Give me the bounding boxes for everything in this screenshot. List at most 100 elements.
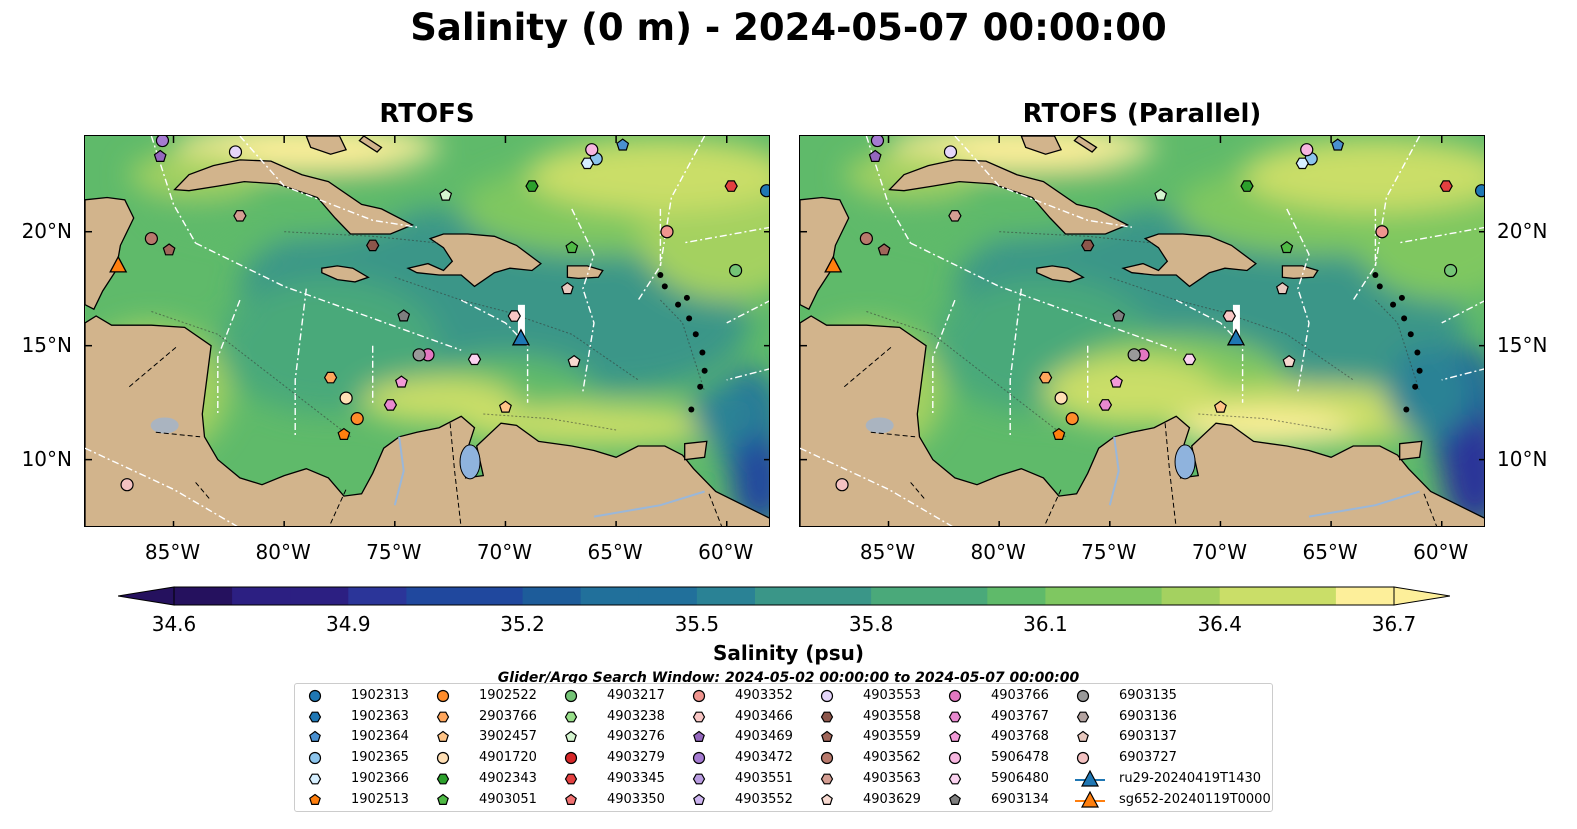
argo-float-marker — [339, 391, 353, 405]
argo-float-marker — [1280, 240, 1294, 254]
legend-marker — [1075, 769, 1105, 787]
legend-marker — [949, 793, 961, 805]
salinity-patch-13 — [1441, 414, 1484, 526]
legend-label: 4903629 — [863, 791, 921, 807]
legend-marker-shape — [949, 731, 961, 743]
argo-float-marker — [350, 412, 364, 426]
legend-label: 4903559 — [863, 729, 921, 745]
legend-marker-shape — [821, 793, 833, 805]
colorbar-bin — [1335, 587, 1395, 605]
argo-float-marker — [233, 209, 247, 222]
legend-label: 4902343 — [479, 770, 537, 786]
legend-label: 6903136 — [1119, 708, 1177, 724]
legend-marker-shape — [436, 711, 450, 723]
colorbar-tick-label: 35.8 — [848, 612, 894, 636]
legend-marker — [820, 711, 834, 723]
legend-marker — [564, 689, 578, 703]
eez-boundary — [1286, 208, 1310, 392]
argo-float-marker — [120, 478, 134, 492]
lake-nicaragua — [865, 417, 894, 434]
legend-marker-shape — [692, 751, 706, 765]
legend-marker-shape — [564, 751, 578, 765]
colorbar-bin — [174, 587, 233, 605]
legend-marker-shape — [309, 793, 321, 805]
salinity-patch-10 — [361, 377, 517, 424]
argo-float-marker — [394, 375, 408, 388]
country-border — [1423, 493, 1438, 526]
argo-float-marker — [383, 399, 398, 411]
antilles-island — [688, 406, 695, 413]
legend-label: ru29-20240419T1430 — [1119, 770, 1262, 786]
legend-marker-shape — [693, 793, 705, 805]
hispaniola-land — [406, 233, 542, 288]
argo-float-marker — [943, 145, 958, 159]
argo-float-marker — [1275, 281, 1289, 295]
legend-label: 1902365 — [351, 750, 409, 766]
legend-marker — [692, 751, 706, 765]
left-map-panel — [84, 135, 770, 527]
legend-marker-shape — [565, 731, 577, 743]
legend-marker-shape — [437, 731, 449, 743]
legend-label: 4903217 — [607, 688, 665, 703]
river — [393, 436, 405, 506]
eez-boundary — [865, 136, 912, 244]
colorbar-bin — [929, 587, 988, 605]
legend-marker-shape — [308, 689, 322, 703]
glider-track — [517, 304, 525, 337]
right-panel-title: RTOFS (Parallel) — [1022, 99, 1262, 129]
colorbar-bin — [406, 587, 466, 605]
legend-marker-shape — [949, 793, 961, 805]
colorbar-tick-label: 35.2 — [500, 612, 545, 636]
argo-float-marker — [155, 136, 170, 148]
antilles-island — [1398, 294, 1405, 301]
legend-marker-shape — [308, 773, 322, 785]
legend-marker — [309, 731, 321, 743]
legend-marker — [820, 751, 834, 765]
legend-marker-shape — [1076, 711, 1090, 723]
legend-marker — [821, 793, 833, 805]
legend-marker-shape — [693, 731, 705, 743]
legend-label: 4903551 — [735, 770, 793, 786]
legend-marker — [436, 751, 450, 765]
legend-label: 4903767 — [991, 708, 1049, 724]
legend-marker — [1076, 751, 1090, 765]
legend-label: 4903562 — [863, 750, 921, 766]
legend-marker — [565, 731, 577, 743]
argo-float-marker — [728, 263, 743, 278]
antilles-island — [686, 315, 693, 322]
legend-label: 4903563 — [863, 770, 921, 786]
eez-boundary — [195, 242, 462, 351]
legend-label: 1902366 — [351, 770, 409, 786]
legend-label: 4901720 — [479, 750, 537, 766]
legend-label: 4903279 — [607, 750, 665, 766]
bahamas-land — [1020, 136, 1063, 155]
argo-float-marker — [660, 225, 674, 239]
right-map-panel — [799, 135, 1485, 527]
legend-marker — [1077, 731, 1089, 743]
glider-marker — [109, 255, 128, 273]
eez-boundary — [1374, 136, 1421, 267]
argo-float-marker — [1474, 184, 1484, 198]
argo-float-marker — [153, 149, 167, 162]
antilles-island — [661, 283, 668, 290]
glider-marker — [511, 328, 531, 346]
argo-float-marker — [835, 478, 849, 492]
argo-float-marker — [397, 309, 411, 322]
colorbar-bin — [232, 587, 291, 605]
colorbar-bin — [1219, 587, 1279, 605]
search-window-caption: Glider/Argo Search Window: 2024-05-02 00… — [497, 670, 1080, 686]
legend-marker-shape — [564, 711, 578, 723]
hispaniola-land — [1121, 233, 1257, 288]
legend-marker — [692, 773, 706, 785]
argo-float-marker — [724, 180, 738, 192]
legend-marker — [309, 793, 321, 805]
legend-marker — [564, 773, 578, 785]
lat-tick-label-right: 10°N — [1497, 446, 1548, 471]
argo-float-marker — [759, 184, 769, 198]
eez-boundary — [1175, 299, 1244, 403]
colorbar-extend-high — [1393, 586, 1450, 606]
lon-tick-label: 60°W — [698, 540, 754, 564]
bathymetry-contour — [1375, 299, 1421, 392]
lon-tick-label: 75°W — [366, 540, 422, 564]
argo-float-marker — [323, 371, 338, 384]
